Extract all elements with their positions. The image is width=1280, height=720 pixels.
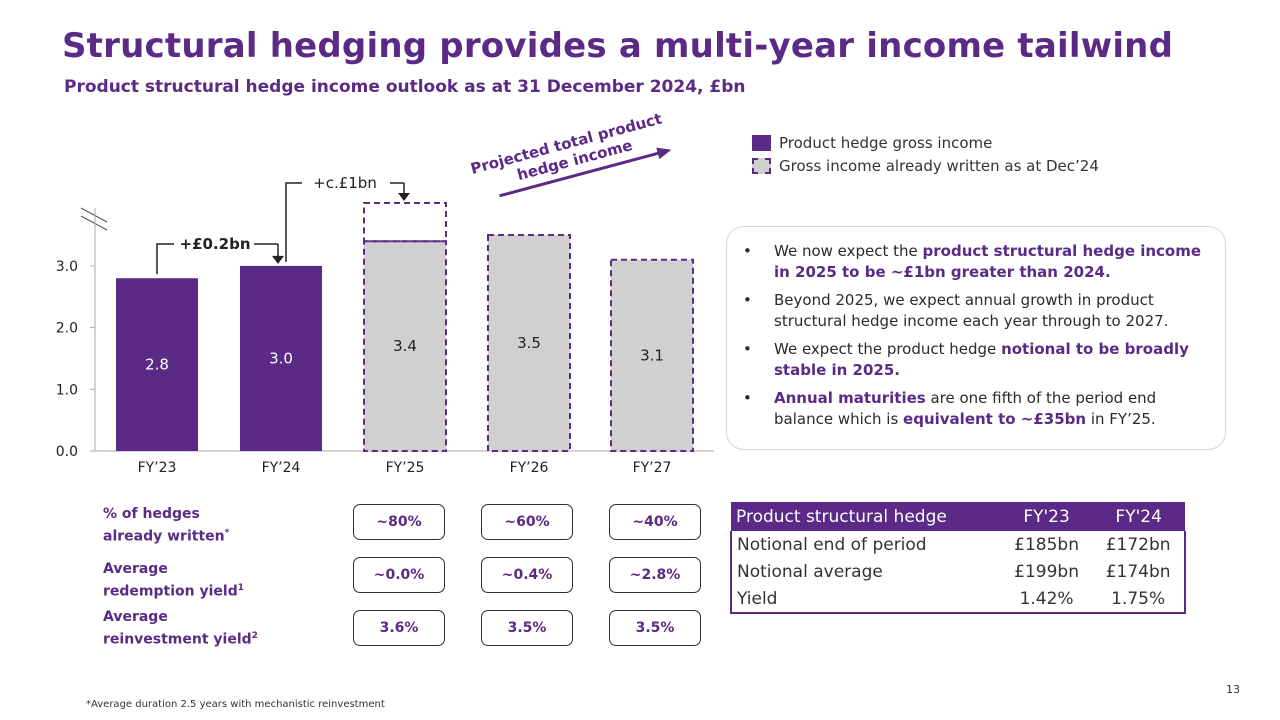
metric-box: ~80% (353, 504, 445, 540)
legend-label: Gross income already written as at Dec’2… (779, 156, 1099, 175)
metric-box: ~0.0% (353, 557, 445, 593)
metric-box: 3.5% (609, 610, 701, 646)
step-label-1: +£0.2bn (180, 235, 251, 253)
metric-label-line: Average (103, 609, 168, 625)
x-tick-label: FY’26 (510, 460, 549, 476)
legend-item-gross-income: Product hedge gross income (752, 131, 1099, 154)
metric-box: ~60% (481, 504, 573, 540)
chart-legend: Product hedge gross income Gross income … (752, 131, 1099, 177)
bullet-text: We expect the product hedge (774, 340, 1002, 358)
hedge-income-chart: 0.0 1.0 2.0 3.0 2.8 FY’23 3.0 FY’24 3.4 FY’25 3.5 F… (56, 110, 714, 476)
bullet-text: in FY’25. (1086, 410, 1156, 428)
metric-label-line: already written (103, 528, 225, 545)
legend-item-already-written: Gross income already written as at Dec’2… (752, 154, 1099, 177)
bar-value-label: 3.0 (269, 349, 293, 367)
bar-value-label: 3.1 (640, 346, 664, 364)
step-arrowhead-2 (398, 193, 410, 201)
bar (240, 265, 322, 451)
bullet-text: We now expect the (774, 242, 923, 260)
metric-box: 3.6% (353, 610, 445, 646)
metric-label-line: reinvestment yield (103, 631, 252, 648)
bullet-text: Beyond 2025, we expect annual growth in … (774, 291, 1169, 330)
metric-label-line: Average (103, 561, 168, 577)
step-connector-1 (156, 243, 174, 275)
metric-label-sup: 2 (251, 631, 258, 641)
metric-box: 3.5% (481, 610, 573, 646)
x-tick-label: FY’25 (386, 460, 425, 476)
step-arrowhead-1 (272, 255, 284, 264)
x-tick-label: FY’27 (633, 460, 672, 476)
axis-break-mark (80, 215, 108, 231)
commentary-box: We now expect the product structural hed… (726, 226, 1226, 450)
table-cell: Notional average (737, 561, 883, 582)
metric-label-sup: * (224, 528, 230, 538)
table-cell: £185bn (1014, 534, 1079, 555)
page-title: Structural hedging provides a multi-year… (62, 26, 1174, 66)
table-header: FY'24 (1092, 502, 1185, 531)
projection-arrowhead (656, 147, 672, 160)
step-label-2: +c.£1bn (313, 174, 377, 192)
bullet-item: Beyond 2025, we expect annual growth in … (741, 290, 1205, 332)
bullet-text: are one fifth of the period end balance … (774, 389, 1157, 428)
metric-box: ~40% (609, 504, 701, 540)
hedge-table: Product structural hedge FY'23 FY'24 Not… (730, 502, 1186, 614)
legend-swatch-dashed (752, 157, 771, 174)
bullet-emphasis: Annual maturities (774, 389, 926, 407)
legend-swatch-solid (752, 134, 771, 151)
page-subtitle: Product structural hedge income outlook … (64, 77, 746, 97)
bullet-emphasis: notional to be broadly stable in 2025. (774, 340, 1189, 379)
table-cell: 1.42% (1019, 588, 1074, 609)
bullet-item: We now expect the product structural hed… (741, 241, 1205, 283)
metric-label-written: % of hedges already written* (103, 505, 229, 547)
y-tick-label: 1.0 (56, 382, 78, 398)
table-header-row: Product structural hedge FY'23 FY'24 (731, 502, 1185, 531)
table-cell: £172bn (1105, 534, 1171, 555)
table-cell: £199bn (1014, 561, 1079, 582)
projection-arrow-shaft (499, 151, 661, 198)
y-tick-label: 2.0 (56, 321, 78, 337)
page-number: 13 (1226, 683, 1240, 696)
table-cell: 1.75% (1111, 588, 1166, 609)
bullet-item: Annual maturities are one fifth of the p… (741, 388, 1205, 430)
bullet-emphasis: product structural hedge income in 2025 … (774, 242, 1202, 281)
metric-label-line: redemption yield (103, 583, 238, 600)
y-tick-label: 0.0 (56, 444, 78, 460)
bar (116, 278, 198, 451)
bullet-emphasis: equivalent to ~£35bn (903, 410, 1087, 428)
bar (610, 258, 694, 453)
metric-label-line: % of hedges (103, 506, 200, 522)
table-row: Yield 1.42% 1.75% (731, 585, 1185, 613)
metric-box: ~0.4% (481, 557, 573, 593)
table-row: Notional average £199bn £174bn (731, 558, 1185, 585)
step-connector-2 (285, 182, 302, 262)
bar (487, 234, 571, 452)
table-header: FY'23 (1000, 502, 1093, 531)
metric-box: ~2.8% (609, 557, 701, 593)
table-cell: Yield (737, 588, 778, 609)
metric-label-redemption: Average redemption yield1 (103, 560, 244, 602)
legend-label: Product hedge gross income (779, 133, 993, 152)
footnote: *Average duration 2.5 years with mechani… (86, 699, 385, 710)
projected-total-outline (363, 202, 447, 243)
bar-value-label: 2.8 (145, 356, 169, 374)
bar-value-label: 3.5 (517, 334, 541, 352)
table-header: Product structural hedge (731, 502, 1001, 531)
bar (363, 240, 447, 452)
metric-label-sup: 1 (237, 583, 244, 593)
table-cell: Notional end of period (737, 534, 927, 555)
y-tick-label: 3.0 (56, 259, 78, 275)
metric-label-reinvestment: Average reinvestment yield2 (103, 608, 258, 650)
x-tick-label: FY’23 (138, 460, 177, 476)
table-cell: £174bn (1105, 561, 1171, 582)
bullet-item: We expect the product hedge notional to … (741, 339, 1205, 381)
axis-break-mark (80, 207, 108, 223)
table-row: Notional end of period £185bn £172bn (731, 531, 1185, 558)
x-tick-label: FY’24 (262, 460, 301, 476)
bar-value-label: 3.4 (393, 337, 417, 355)
